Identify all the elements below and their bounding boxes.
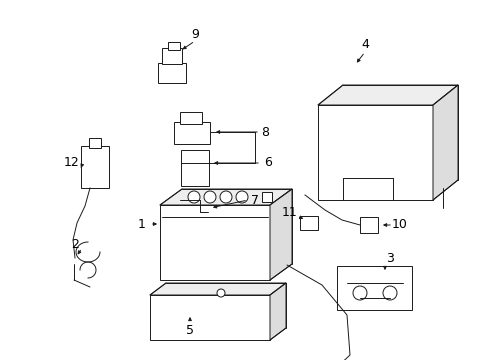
Text: 7: 7 [250,194,259,207]
Circle shape [220,191,231,203]
Circle shape [217,289,224,297]
Bar [160,205,269,280]
Circle shape [352,286,366,300]
Text: 1: 1 [138,217,145,230]
Bar [299,216,317,230]
Bar [336,266,411,310]
Bar [262,192,271,202]
Polygon shape [160,189,291,205]
Text: 8: 8 [261,126,268,139]
Bar [180,112,202,124]
Text: 9: 9 [191,28,199,41]
Text: 11: 11 [282,206,297,219]
Polygon shape [432,85,457,200]
Bar [181,150,208,186]
Polygon shape [269,283,285,340]
Text: 6: 6 [264,157,271,170]
Circle shape [236,191,247,203]
Text: 12: 12 [64,156,80,168]
Bar [89,138,101,148]
Polygon shape [317,85,457,105]
Bar [168,42,180,50]
Bar [162,48,182,64]
Polygon shape [269,189,291,280]
Circle shape [203,191,216,203]
Bar [359,217,377,233]
Bar [174,122,209,144]
Polygon shape [150,283,285,295]
Bar [317,105,432,200]
Text: 4: 4 [360,39,368,51]
Text: 3: 3 [385,252,393,265]
Circle shape [382,286,396,300]
Bar [150,295,269,340]
Circle shape [187,191,200,203]
Text: 10: 10 [391,219,407,231]
Bar [81,146,109,188]
Text: 5: 5 [185,324,194,337]
Bar [158,63,185,83]
Text: 2: 2 [71,238,79,252]
